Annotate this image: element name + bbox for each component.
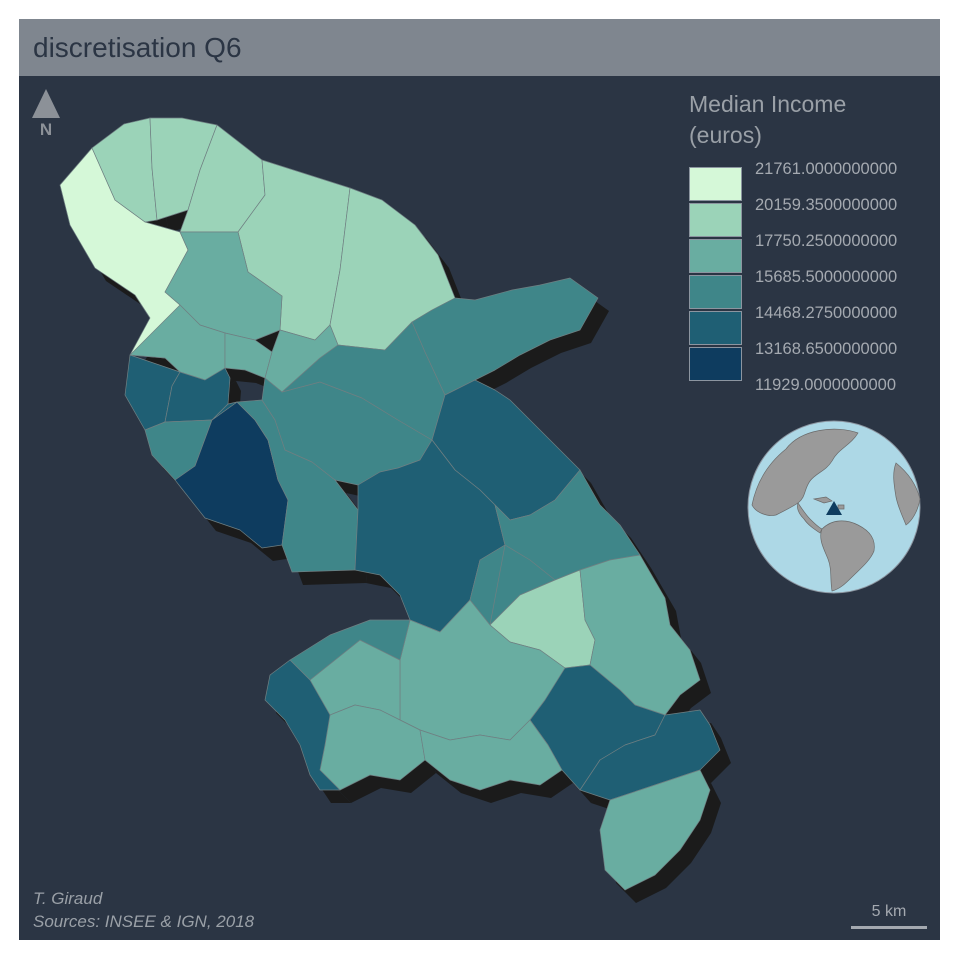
legend-break-label: 15685.5000000000 [755, 268, 898, 286]
legend-title: Median Income (euros) [689, 89, 919, 151]
legend-box-class-2 [689, 311, 742, 345]
commune-layer [59, 117, 721, 891]
legend-box-class-4 [689, 239, 742, 273]
credits-sources: Sources: INSEE & IGN, 2018 [33, 912, 255, 931]
north-arrow: N [31, 89, 61, 145]
scale-label: 5 km [871, 903, 907, 920]
credits: T. Giraud Sources: INSEE & IGN, 2018 [33, 887, 254, 933]
globe-land-south-america [820, 520, 875, 592]
legend-break-label: 11929.0000000000 [755, 376, 897, 394]
legend-box-class-5 [689, 203, 742, 237]
globe-land-north-america [751, 428, 859, 516]
north-arrow-icon [32, 89, 60, 118]
legend-title-line1: Median Income [689, 91, 847, 117]
scale-bar-line [851, 926, 927, 929]
globe-location-marker [826, 501, 842, 515]
commune-polygon[interactable] [419, 719, 563, 791]
legend-break-label: 14468.2750000000 [755, 304, 898, 322]
map-title: discretisation Q6 [33, 32, 242, 63]
legend-box-class-3 [689, 275, 742, 309]
locator-globe [747, 420, 921, 594]
map-frame: discretisation Q6 N Median Income (euros… [19, 19, 940, 940]
commune-polygon[interactable] [599, 769, 711, 891]
commune-polygon[interactable] [264, 659, 341, 791]
globe-land-africa [893, 462, 921, 526]
scale-bar: 5 km [851, 903, 927, 933]
legend-break-label: 20159.3500000000 [755, 196, 898, 214]
map-canvas[interactable] [19, 19, 940, 940]
title-bar: discretisation Q6 [19, 19, 940, 76]
legend-break-label: 21761.0000000000 [755, 160, 898, 178]
north-label: N [39, 120, 53, 139]
legend-break-label: 13168.6500000000 [755, 340, 898, 358]
legend-break-label: 17750.2500000000 [755, 232, 898, 250]
globe-land-caribbean [812, 496, 845, 510]
credits-author: T. Giraud [33, 889, 103, 908]
legend-box-class-6 [689, 167, 742, 201]
legend-title-line2: (euros) [689, 122, 762, 148]
legend-box-class-1 [689, 347, 742, 381]
commune-polygon[interactable] [211, 401, 238, 421]
